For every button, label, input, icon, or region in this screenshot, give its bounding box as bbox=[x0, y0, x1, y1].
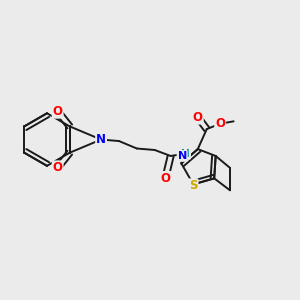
Text: H: H bbox=[182, 148, 190, 159]
Text: S: S bbox=[189, 179, 197, 192]
Text: N: N bbox=[178, 151, 187, 161]
Text: N: N bbox=[96, 133, 106, 146]
Text: O: O bbox=[53, 161, 63, 174]
Text: O: O bbox=[193, 111, 203, 124]
Text: O: O bbox=[53, 105, 63, 118]
Text: O: O bbox=[215, 117, 225, 130]
Text: O: O bbox=[160, 172, 170, 185]
